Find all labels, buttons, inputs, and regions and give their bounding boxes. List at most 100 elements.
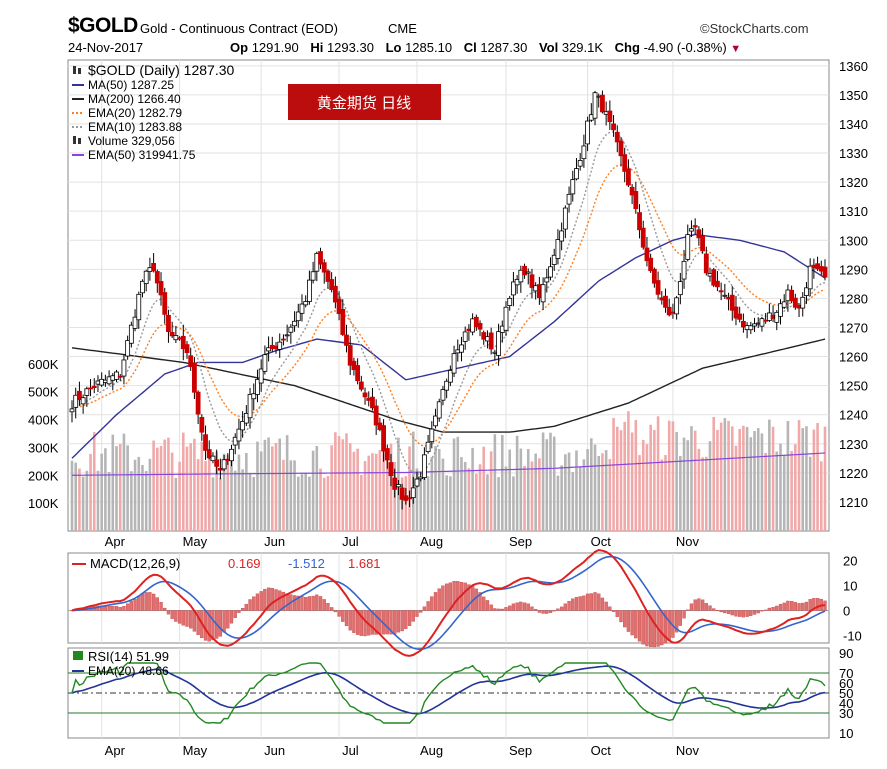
macd-histogram-bar [185, 610, 189, 627]
volume-bar [586, 449, 589, 531]
macd-histogram-bar [419, 610, 423, 613]
volume-bar [278, 438, 282, 531]
macd-histogram-bar [482, 596, 486, 611]
high-value: 1293.30 [326, 40, 374, 55]
month-label-bottom: Apr [105, 743, 126, 758]
rsi-tick-label: 40 [839, 696, 853, 711]
price-tick-label: 1250 [839, 379, 868, 394]
volume-bar [196, 459, 200, 531]
volume-bar [460, 457, 463, 531]
volume-bar [823, 426, 827, 531]
macd-histogram-bar [623, 610, 627, 628]
volume-bar [790, 451, 793, 531]
brand-label[interactable]: ©StockCharts.com [700, 21, 809, 36]
macd-histogram-bar [626, 610, 631, 632]
volume-bar [697, 448, 701, 531]
volume-bar [475, 473, 478, 531]
rsi-legend-swatch [73, 651, 83, 660]
macd-histogram-bar [778, 604, 783, 611]
volume-bar [126, 445, 129, 531]
volume-bar [760, 433, 764, 531]
candle-body [696, 229, 702, 239]
macd-histogram-bar [233, 610, 237, 618]
macd-histogram-bar [240, 607, 245, 611]
macd-histogram-bar [500, 608, 504, 611]
volume-bar [341, 439, 345, 531]
macd-histogram-bar [600, 597, 605, 611]
volume-bar [682, 437, 686, 531]
volume-bar [352, 451, 356, 531]
volume-bar [593, 444, 597, 531]
candle-body [344, 334, 349, 346]
candle-body [310, 271, 316, 281]
volume-bar [437, 448, 441, 531]
macd-histogram-bar [789, 601, 794, 611]
macd-histogram-bar [337, 610, 341, 617]
macd-signal-line [71, 555, 826, 651]
macd-histogram-bar [315, 594, 319, 611]
macd-histogram-bar [597, 593, 601, 611]
volume-bar [118, 443, 122, 531]
candle-body [611, 123, 616, 131]
volume-bar [734, 445, 738, 531]
price-tick-label: 1340 [839, 117, 868, 132]
macd-histogram-bar [422, 606, 427, 611]
candle-body [292, 320, 297, 327]
macd-histogram-bar [712, 608, 716, 611]
volume-bar [653, 430, 656, 531]
candle-body [229, 448, 234, 462]
month-label-bottom: Nov [676, 743, 700, 758]
macd-histogram-bar [496, 608, 501, 611]
candle-body [648, 257, 654, 272]
candle-body [370, 396, 375, 409]
volume-bar [215, 451, 218, 531]
macd-histogram-bar [114, 606, 119, 611]
volume-bar [89, 453, 92, 531]
candle-body [151, 262, 157, 272]
macd-histogram-bar [589, 593, 593, 611]
month-label-price: Aug [420, 534, 443, 549]
rsi-ema-line [71, 665, 826, 715]
candle-body [666, 306, 672, 316]
macd-tick-label: -10 [843, 629, 862, 644]
volume-bar [449, 476, 452, 531]
candle-body [362, 392, 368, 398]
volume-bar [159, 445, 163, 531]
volume-bar [293, 460, 296, 531]
price-tick-label: 1240 [839, 408, 868, 423]
rsi-tick-label: 90 [839, 646, 853, 661]
ma200-line [71, 338, 826, 433]
macd-histogram-bar [211, 610, 215, 641]
macd-histogram-bar [593, 592, 597, 611]
macd-histogram-bar [441, 585, 445, 611]
candle-body [184, 344, 190, 354]
annotation-text: 黄金期货 日线 [317, 95, 411, 112]
macd-tick-label: 20 [843, 554, 857, 569]
macd-histogram-bar [812, 598, 816, 611]
candle-body [399, 487, 405, 500]
macd-histogram-bar [530, 606, 534, 611]
macd-histogram-bar [433, 592, 438, 611]
volume-bar [556, 475, 560, 531]
volume-bar [92, 432, 96, 531]
candle-body [585, 120, 591, 145]
macd-histogram-bar [177, 610, 182, 624]
month-label-bottom: Oct [591, 743, 612, 758]
candle-body [340, 308, 346, 335]
candle-body [733, 306, 739, 319]
volume-bar [582, 459, 586, 531]
candle-body [592, 92, 598, 119]
candle-body [295, 311, 301, 322]
macd-histogram-bar [285, 593, 289, 611]
macd-histogram-bar [259, 591, 263, 611]
macd-histogram-bar [281, 591, 286, 611]
legend-entry: EMA(50) 319941.75 [88, 148, 196, 162]
volume-bar [115, 446, 118, 531]
candle-body [600, 94, 605, 113]
volume-bar [623, 421, 626, 531]
macd-histogram-bar [263, 588, 267, 611]
volume-bar [356, 448, 359, 531]
volume-bar [207, 452, 211, 531]
candle-body [358, 381, 364, 390]
